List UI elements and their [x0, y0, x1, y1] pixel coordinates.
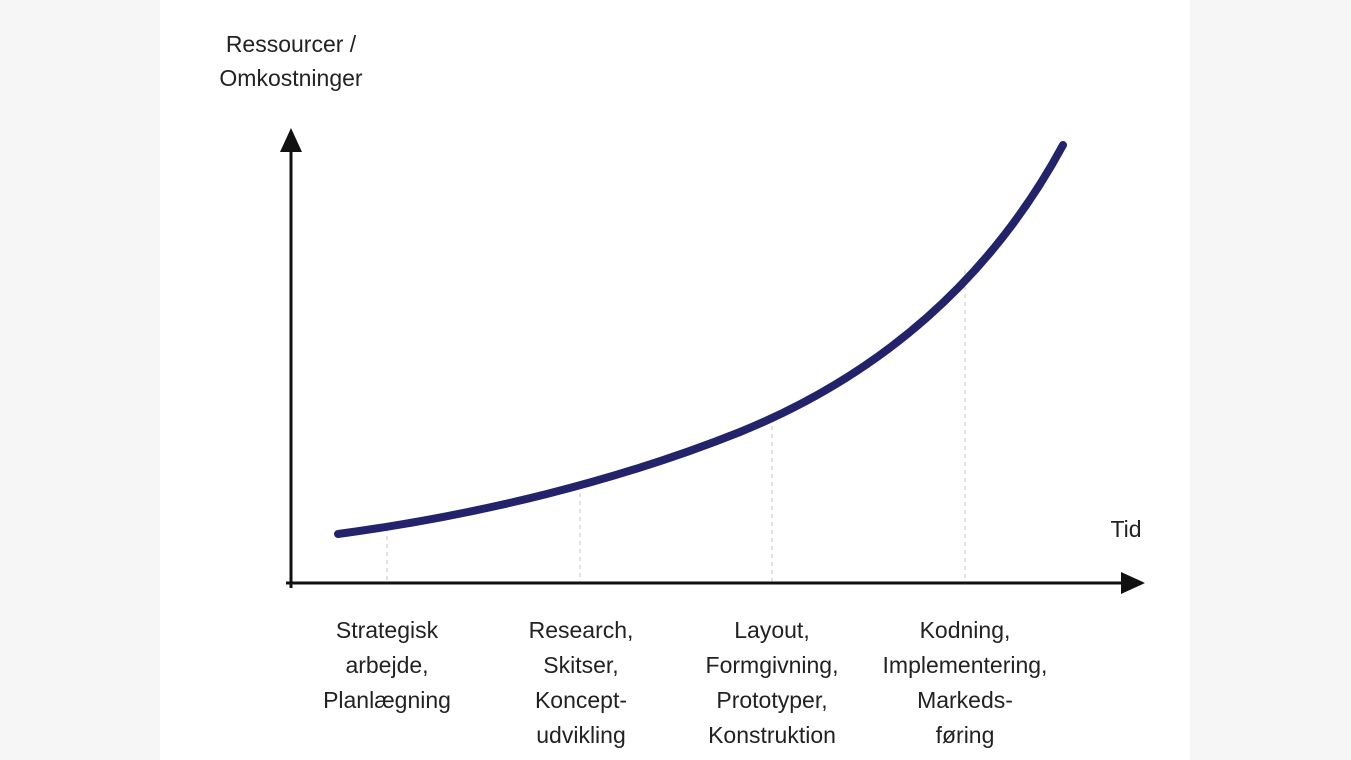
phase-label: arbejde,: [345, 652, 428, 678]
phase-label: Formgivning,: [706, 652, 839, 678]
phase-label: Research,: [529, 617, 634, 643]
phase-label: Kodning,: [920, 617, 1011, 643]
phase-label: Strategisk: [336, 617, 439, 643]
phase-label: Layout,: [734, 617, 809, 643]
phase-label: Prototyper,: [716, 687, 827, 713]
x-axis-arrow: [1121, 572, 1145, 594]
side-margin: [1190, 0, 1351, 760]
side-margin: [0, 0, 160, 760]
labels: Ressourcer / Omkostninger Tid Strategisk arb…: [219, 31, 1141, 748]
phase-label: Skitser,: [543, 652, 618, 678]
phase-label: Markeds-: [917, 687, 1013, 713]
phase-label: Konstruktion: [708, 722, 836, 748]
phase-label: Implementering,: [883, 652, 1048, 678]
y-axis-arrow: [280, 128, 302, 152]
cost-curve: [334, 141, 1067, 538]
y-axis-label: Ressourcer /: [226, 31, 357, 57]
x-axis-label: Tid: [1110, 516, 1141, 542]
phase-label: Planlægning: [323, 687, 451, 713]
phase-label: føring: [936, 722, 995, 748]
phase-guides: [386, 270, 966, 582]
y-axis-label: Omkostninger: [219, 65, 363, 91]
phase-label: Koncept-: [535, 687, 627, 713]
phase-label: udvikling: [536, 722, 626, 748]
